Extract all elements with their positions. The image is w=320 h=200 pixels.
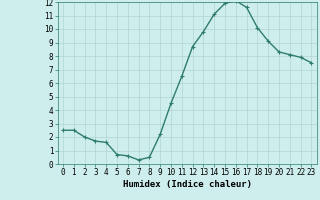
X-axis label: Humidex (Indice chaleur): Humidex (Indice chaleur) [123,180,252,189]
